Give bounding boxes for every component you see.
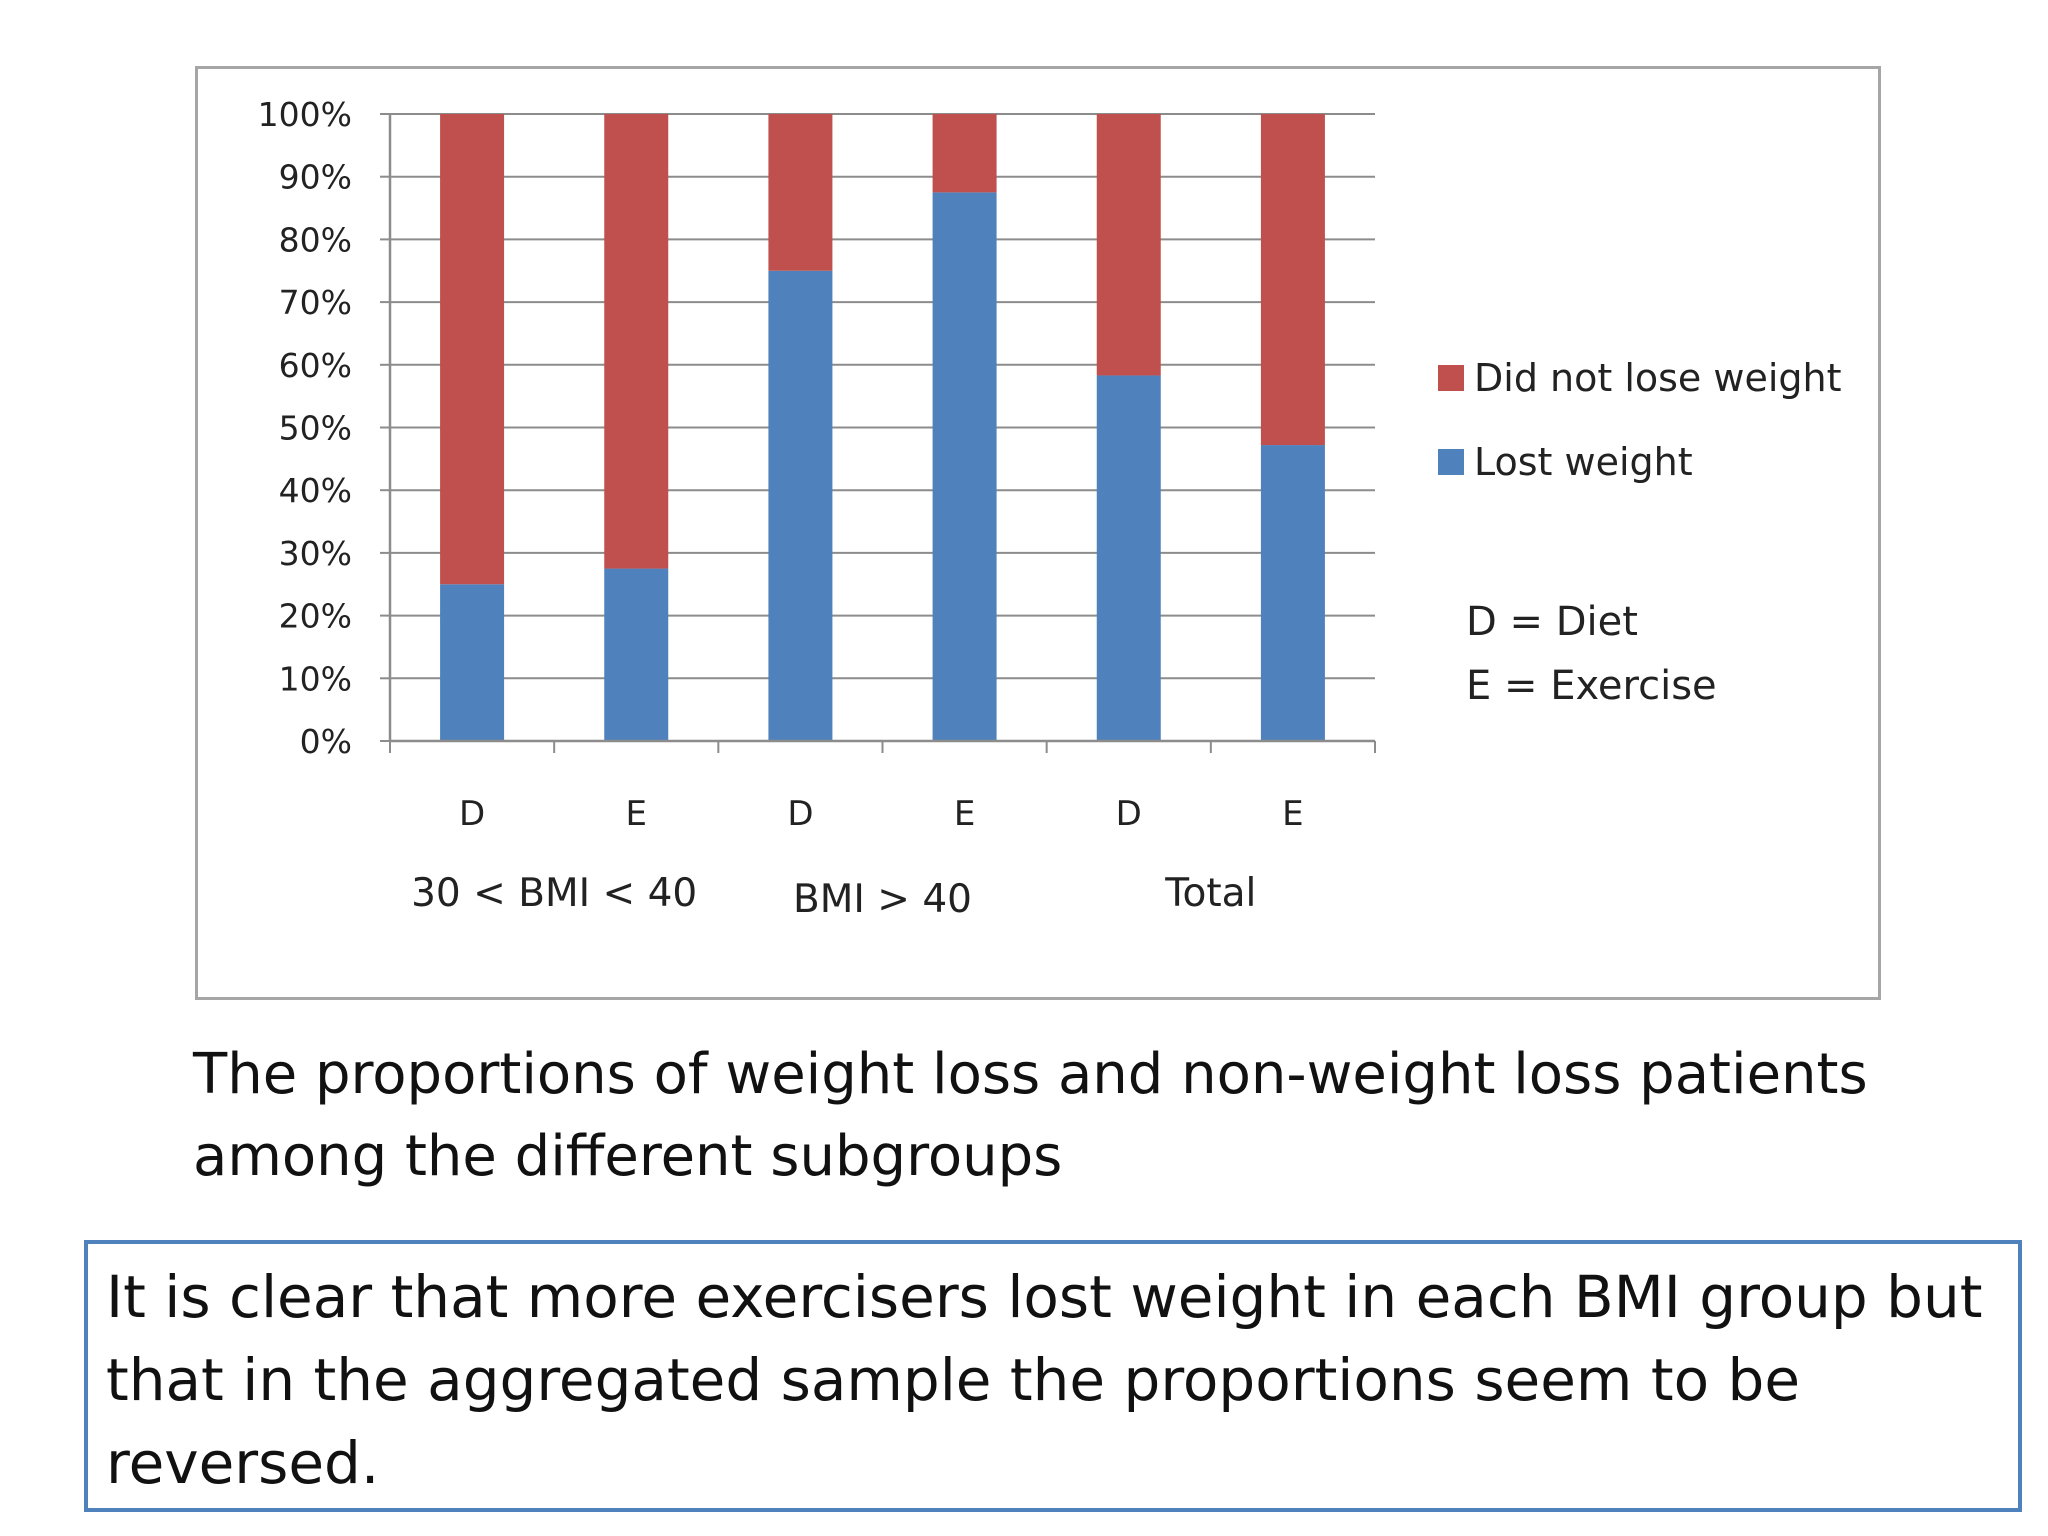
- y-tick-label: 40%: [279, 471, 352, 510]
- bar-segment-lost-weight: [1260, 445, 1325, 741]
- axes: [380, 113, 1376, 753]
- bar-segment-did-not-lose-weight: [604, 114, 669, 569]
- caption-line-2: among the different subgroups: [193, 1124, 1063, 1189]
- x-group-label: Total: [1164, 871, 1256, 916]
- figure-caption: The proportions of weight loss and non-w…: [193, 1034, 1953, 1198]
- bar-segment-did-not-lose-weight: [768, 114, 833, 271]
- y-tick-label: 30%: [279, 534, 352, 573]
- note-line-2: that in the aggregated sample the propor…: [106, 1346, 1801, 1414]
- key-line: D = Diet: [1466, 599, 1638, 645]
- y-tick-label: 20%: [279, 597, 352, 636]
- bars: [440, 114, 1325, 741]
- note-box: It is clear that more exercisers lost we…: [84, 1240, 2022, 1512]
- legend-swatch: [1438, 365, 1464, 391]
- note-line-1: It is clear that more exercisers lost we…: [106, 1263, 1983, 1331]
- x-category-label: E: [626, 794, 647, 834]
- x-category-label: D: [1116, 794, 1142, 834]
- axis-labels: 0% 10% 20% 30% 40% 50% 60% 70% 80% 90% 100% D E D E D E 3…: [258, 95, 1304, 922]
- y-tick-label: 90%: [279, 158, 352, 197]
- gridlines: [390, 113, 1375, 742]
- bar-segment-lost-weight: [932, 192, 997, 741]
- note-line-3: reversed.: [106, 1429, 380, 1497]
- y-tick-label: 0%: [300, 722, 352, 761]
- key-line: E = Exercise: [1466, 663, 1717, 709]
- bar-segment-lost-weight: [768, 270, 833, 741]
- chart-frame: 0% 10% 20% 30% 40% 50% 60% 70% 80% 90% 100% D E D E D E 3…: [195, 66, 1881, 1000]
- x-category-label: E: [1282, 794, 1303, 834]
- legend: Did not lose weight Lost weight: [1438, 356, 1842, 484]
- y-tick-label: 80%: [279, 220, 352, 259]
- stacked-bar-chart: 0% 10% 20% 30% 40% 50% 60% 70% 80% 90% 100% D E D E D E 3…: [258, 95, 1842, 922]
- bar-segment-did-not-lose-weight: [1096, 114, 1161, 376]
- x-category-label: E: [954, 794, 975, 834]
- x-category-label: D: [787, 794, 813, 834]
- y-tick-label: 60%: [279, 346, 352, 385]
- y-tick-label: 10%: [279, 659, 352, 698]
- y-tick-label: 70%: [279, 283, 352, 322]
- x-group-label: BMI > 40: [793, 877, 972, 922]
- x-group-label: 30 < BMI < 40: [411, 871, 697, 916]
- caption-line-1: The proportions of weight loss and non-w…: [193, 1042, 1868, 1107]
- bar-segment-did-not-lose-weight: [440, 114, 505, 585]
- legend-swatch: [1438, 449, 1464, 475]
- y-tick-label: 50%: [279, 409, 352, 448]
- bar-segment-lost-weight: [1096, 375, 1161, 741]
- bar-segment-lost-weight: [440, 584, 505, 741]
- legend-label: Lost weight: [1474, 440, 1693, 484]
- x-category-label: D: [459, 794, 485, 834]
- legend-label: Did not lose weight: [1474, 356, 1842, 400]
- bar-segment-did-not-lose-weight: [932, 114, 997, 193]
- bar-segment-lost-weight: [604, 568, 669, 741]
- abbreviation-key: D = Diet E = Exercise: [1466, 599, 1717, 709]
- y-tick-label: 100%: [258, 95, 352, 134]
- bar-segment-did-not-lose-weight: [1260, 114, 1325, 446]
